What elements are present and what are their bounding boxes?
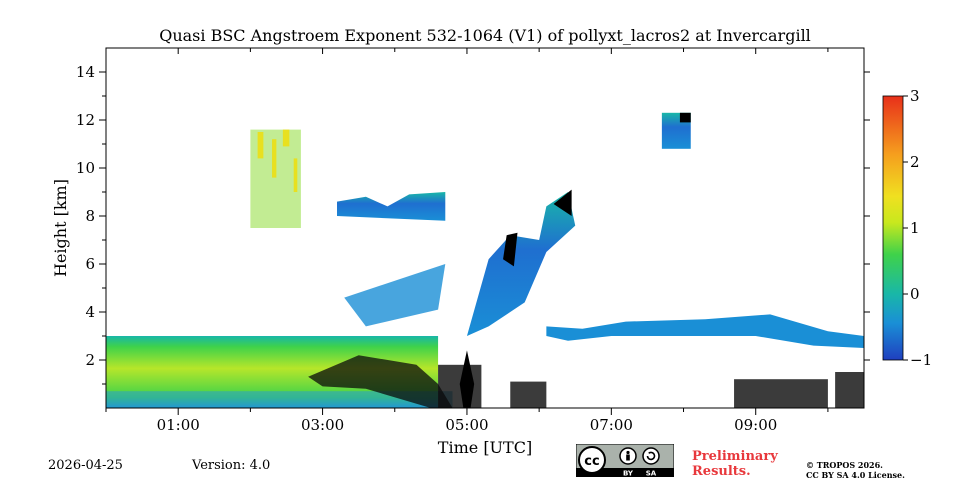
mid-cloud-region: [337, 192, 446, 221]
cc-logo-icon: [578, 446, 606, 474]
copyright-line1: © TROPOS 2026.: [806, 460, 883, 470]
x-tick-label: 07:00: [590, 416, 633, 434]
cirrus-streak: [282, 129, 290, 147]
dark-return-patch: [835, 372, 864, 408]
x-tick-label: 05:00: [445, 416, 488, 434]
colorbar-tick-label: 1: [910, 219, 920, 237]
heatmap-features: [106, 112, 864, 408]
dark-return-patch: [510, 381, 547, 408]
x-tick-label: 09:00: [734, 416, 777, 434]
y-tick-label: 6: [85, 255, 95, 273]
preliminary-line2: Results.: [692, 464, 751, 479]
share-alike-arrow: [646, 451, 656, 461]
chart-title: Quasi BSC Angstroem Exponent 532-1064 (V…: [159, 26, 811, 45]
preliminary-note: Preliminary Results.: [692, 449, 778, 479]
dark-return-patch: [438, 364, 482, 408]
x-axis: 01:00 03:00 05:00 07:00 09:00: [105, 48, 829, 434]
x-tick-label: 03:00: [301, 416, 344, 434]
y-tick-label: 2: [85, 351, 95, 369]
colorbar-tick-label: 2: [910, 153, 920, 171]
near-ground-band: [106, 391, 453, 408]
colorbar: [882, 95, 904, 361]
cirrus-streak: [257, 132, 264, 159]
cirrus-streak: [293, 158, 298, 192]
preliminary-line1: Preliminary: [692, 449, 778, 464]
cloud-top-dark: [553, 189, 572, 216]
colorbar-tick-label: 3: [910, 87, 920, 105]
footer-date: 2026-04-25: [48, 458, 123, 473]
y-axis-label: Height [km]: [51, 179, 70, 277]
cloud-layer-region: [466, 192, 576, 336]
colorbar-tick-label: 0: [910, 285, 920, 303]
colorbar-axis: −1 0 1 2 3: [903, 87, 932, 369]
colorbar-tick-label: −1: [910, 351, 932, 369]
cc-license-badge: cc BY SA: [576, 444, 674, 477]
cc-logo-text: cc: [584, 454, 599, 469]
dark-return-patch: [734, 379, 828, 408]
sa-label: SA: [646, 470, 657, 478]
by-label: BY: [623, 470, 634, 478]
plot-frame: [105, 47, 865, 409]
cloud-top-dark: [503, 232, 518, 267]
y-axis: 2 4 6 8 10 12 14: [76, 63, 870, 385]
y-tick-label: 14: [76, 63, 95, 81]
y-tick-label: 8: [85, 207, 95, 225]
y-tick-label: 10: [76, 159, 95, 177]
night-spike: [459, 350, 475, 408]
y-tick-label: 4: [85, 303, 95, 321]
copyright-line2: CC BY SA 4.0 License.: [806, 470, 905, 480]
attribution-body: [626, 454, 630, 461]
attribution-head: [626, 450, 630, 455]
high-cloud-top-dark: [679, 112, 691, 123]
low-cloud-region: [546, 314, 864, 348]
y-tick-label: 12: [76, 111, 95, 129]
copyright-note: © TROPOS 2026. CC BY SA 4.0 License.: [806, 460, 905, 480]
dark-aerosol-patch: [308, 355, 453, 408]
x-tick-label: 01:00: [157, 416, 200, 434]
mid-cloud-fallstreak: [344, 264, 446, 327]
share-alike-icon: [642, 447, 660, 465]
x-axis-label: Time [UTC]: [438, 438, 532, 457]
footer-version: Version: 4.0: [192, 458, 271, 473]
cirrus-streak: [272, 139, 277, 178]
